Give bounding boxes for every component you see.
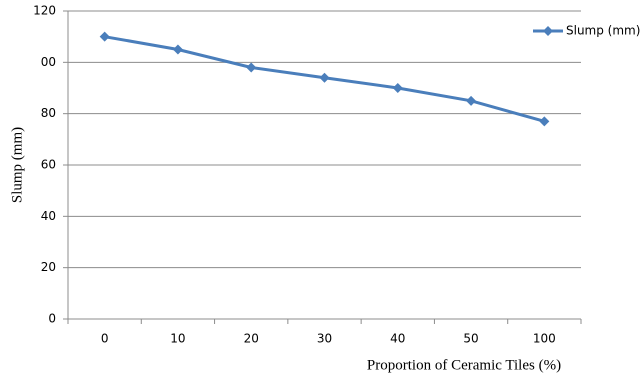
y-tick-label: 120 [33, 4, 56, 18]
x-tick-label: 0 [101, 332, 109, 346]
y-tick-label: 40 [41, 209, 56, 223]
x-tick-label: 20 [244, 332, 259, 346]
legend-label: Slump (mm) [566, 24, 640, 38]
data-point [392, 83, 403, 93]
x-tick-label: 50 [463, 332, 478, 346]
y-tick-label: 00 [41, 55, 56, 69]
x-tick-label: 40 [390, 332, 405, 346]
data-point [99, 31, 110, 42]
data-point [246, 62, 257, 73]
x-tick-label: 30 [317, 332, 332, 346]
x-tick-label: 10 [170, 332, 185, 346]
y-axis-title: Slump (mm) [9, 127, 25, 203]
data-point [466, 95, 477, 106]
x-axis-title: Proportion of Ceramic Tiles (%) [367, 357, 561, 373]
y-tick-label: 20 [41, 260, 56, 274]
data-point [319, 72, 330, 83]
x-tick-label: 100 [533, 332, 556, 346]
legend-marker [543, 26, 553, 36]
y-tick-label: 80 [41, 106, 56, 120]
y-tick-label: 0 [48, 312, 56, 326]
data-point [172, 44, 183, 55]
data-point [539, 116, 550, 127]
y-tick-label: 60 [41, 158, 56, 172]
